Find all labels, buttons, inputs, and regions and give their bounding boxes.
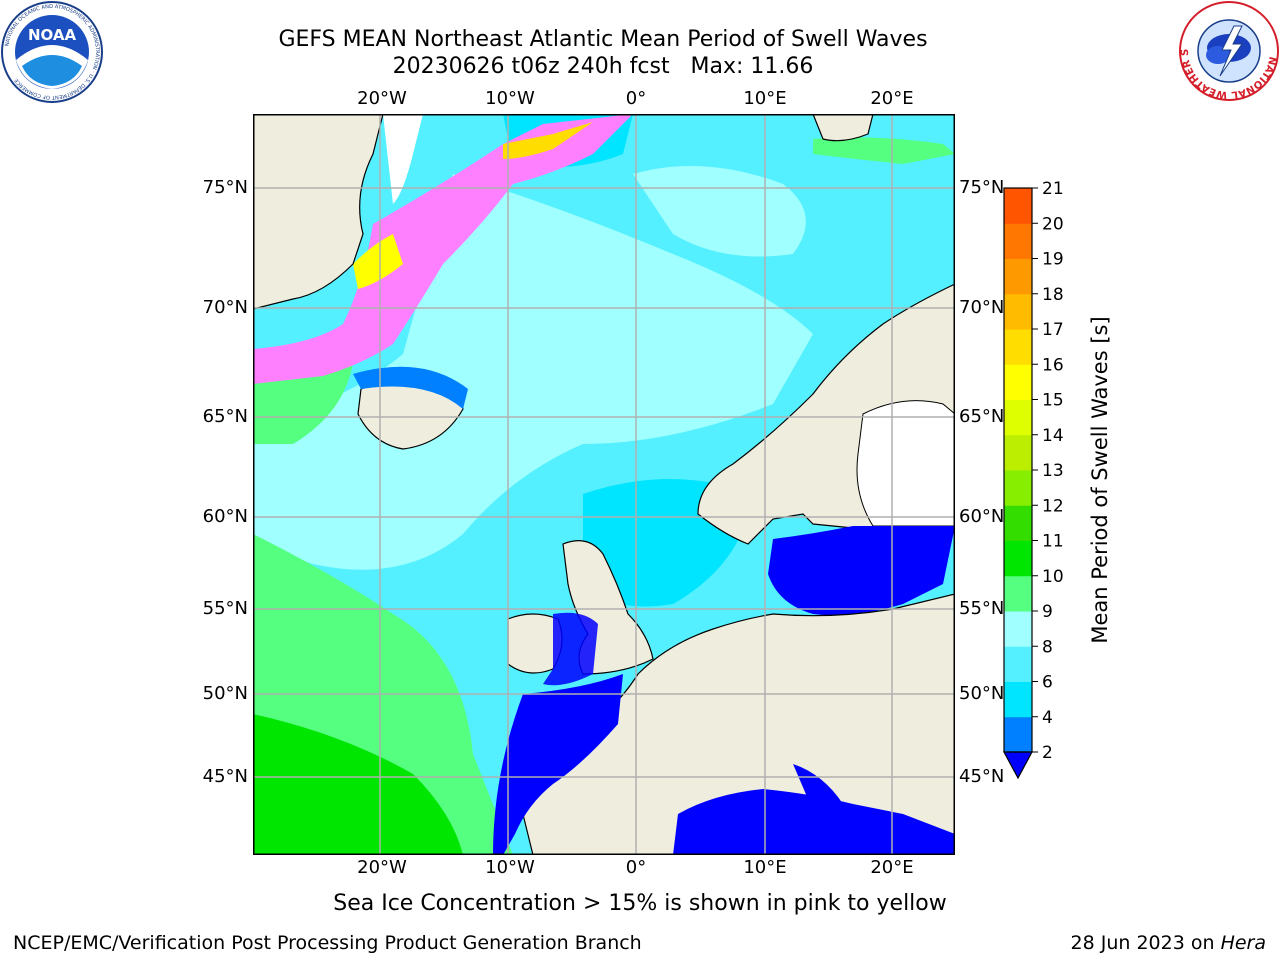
colorbar-segment [1004,470,1032,506]
lon-label-top: 10°E [743,88,787,109]
colorbar-tick-label: 2 [1042,743,1053,763]
colorbar-segment [1004,611,1032,647]
lon-label-bottom: 0° [625,857,647,878]
lon-label-bottom: 20°W [357,857,407,878]
colorbar-tick-label: 9 [1042,602,1053,622]
colorbar-tick-label: 10 [1042,567,1064,587]
lat-label-left: 60°N [202,506,248,527]
lat-label-left: 65°N [202,406,248,427]
colorbar-tick-label: 14 [1042,426,1064,446]
irish-sea [543,612,598,686]
colorbar-segment [1004,223,1032,259]
swell-band-10-11 [253,714,463,855]
colorbar-segment [1004,434,1032,471]
map-frame [253,114,955,855]
colorbar-tick-label: 13 [1042,461,1064,481]
colorbar-segment [1004,540,1032,577]
lon-label-top: 0° [625,88,647,109]
sea-ice-area [253,114,633,384]
lat-label-left: 50°N [202,683,248,704]
baltic-sea [768,526,955,616]
swell-band-8-9 [253,174,813,570]
colorbar-segment [1004,258,1032,295]
noaa-logo-text: NOAA [28,26,77,44]
colorbar-tick-label: 18 [1042,285,1064,305]
colorbar-tick-label: 8 [1042,637,1053,657]
colorbar-tick-label: 12 [1042,496,1064,516]
lat-label-right: 75°N [959,177,1005,198]
colorbar-segment [1004,716,1032,753]
sea-ice-high [503,122,593,159]
colorbar-tick-label: 15 [1042,391,1064,411]
footer-credit: NCEP/EMC/Verification Post Processing Pr… [13,932,642,954]
colorbar: 2 4 6 8 9 10 11 12 13 14 15 16 17 18 19 20 21 Mean Perio… [1002,180,1112,780]
chart-title: GEFS MEAN Northeast Atlantic Mean Period… [278,27,928,52]
land-greenland [253,114,384,310]
bay-of-biscay [493,674,623,855]
lat-label-right: 60°N [959,506,1005,527]
footer-host: Hera [1220,932,1266,954]
lon-label-top: 20°W [357,88,407,109]
colorbar-segment [1004,329,1032,365]
colorbar-tick-label: 17 [1042,320,1064,340]
colorbar-segment [1004,188,1032,224]
lon-label-bottom: 10°E [743,857,787,878]
land-svalbard [812,114,874,142]
colorbar-tick-label: 16 [1042,355,1064,375]
sea-ice-note: Sea Ice Concentration > 15% is shown in … [333,891,947,916]
colorbar-segment [1004,293,1032,330]
colorbar-tick-label: 6 [1042,673,1053,693]
colorbar-tick-label: 11 [1042,532,1064,552]
colorbar-tick-label: 19 [1042,250,1064,270]
mediterranean-sea [673,789,955,855]
lon-label-bottom: 20°E [870,857,914,878]
lat-label-right: 50°N [959,683,1005,704]
map-graticule [253,114,955,855]
swell-band-2-4 [353,366,468,409]
lat-label-left: 45°N [202,766,248,787]
colorbar-segment [1004,646,1032,682]
lon-label-top: 20°E [870,88,914,109]
colorbar-segment [1004,505,1032,541]
footer-date-text: 28 Jun 2023 on [1070,932,1221,954]
colorbar-label: Mean Period of Swell Waves [s] [1088,316,1112,643]
colorbar-segment [1004,681,1032,718]
nws-logo-icon: NATIONAL WEATHER SERVICE [1178,0,1279,101]
swell-period-map [253,114,955,855]
lat-label-left: 70°N [202,297,248,318]
colorbar-tick-label: 21 [1042,180,1064,199]
sea-ice-high [353,234,403,289]
ice-sheet [383,114,423,204]
lon-label-bottom: 10°W [485,857,535,878]
colorbar-tick-label: 4 [1042,708,1053,728]
adriatic-sea [793,764,883,855]
lat-label-right: 70°N [959,297,1005,318]
swell-band-9-10 [253,364,353,444]
footer-date: 28 Jun 2023 on Hera [1071,931,1266,955]
lat-label-left: 75°N [202,177,248,198]
colorbar-under-arrow [1002,751,1034,780]
colorbar-segment [1004,399,1032,436]
lat-label-right: 45°N [959,766,1005,787]
noaa-logo-icon: NATIONAL OCEANIC AND ATMOSPHERIC ADMINIS… [1,1,103,103]
land-sweden-blank [856,400,955,527]
colorbar-segment [1004,364,1032,400]
lat-label-right: 65°N [959,406,1005,427]
colorbar-segment [1004,575,1032,612]
chart-subtitle: 20230626 t06z 240h fcst Max: 11.66 [392,54,814,79]
lat-label-right: 55°N [959,598,1005,619]
lon-label-top: 10°W [485,88,535,109]
colorbar-tick-label: 20 [1042,214,1064,234]
swell-band-9-10 [813,137,955,164]
lat-label-left: 55°N [202,598,248,619]
